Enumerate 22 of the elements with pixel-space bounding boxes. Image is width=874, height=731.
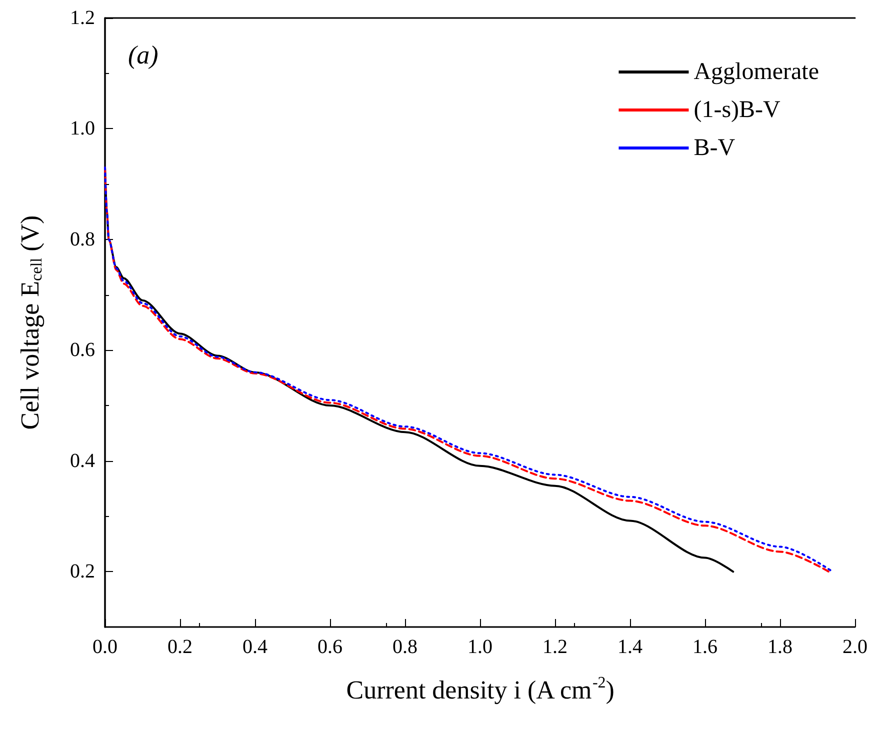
- y-tick-label: 1.0: [70, 118, 95, 140]
- legend-label: B-V: [694, 135, 736, 161]
- y-axis-title: Cell voltage Ecell (V): [16, 215, 46, 430]
- x-tick-label: 1.2: [542, 636, 568, 658]
- x-tick-label: 0.0: [92, 636, 118, 658]
- annotation: (a): [128, 40, 158, 70]
- y-tick-label: 1.2: [70, 7, 95, 29]
- x-tick-label: 1.4: [618, 636, 642, 658]
- y-tick-label: 0.4: [70, 450, 95, 472]
- x-tick-label: 0.6: [318, 636, 342, 658]
- x-tick-label: 1.8: [768, 636, 792, 658]
- x-tick-label: 1.6: [692, 636, 718, 658]
- y-tick-label: 0.6: [70, 339, 95, 362]
- x-tick-label: 0.8: [392, 636, 418, 658]
- x-tick-label: 2.0: [842, 636, 868, 658]
- y-tick-label: 0.2: [70, 560, 95, 583]
- x-tick-label: 0.4: [242, 636, 268, 658]
- legend-label: Agglomerate: [694, 59, 820, 85]
- x-tick-label: 0.2: [168, 636, 192, 658]
- legend-label: (1-s)B-V: [694, 97, 782, 123]
- x-tick-label: 1.0: [468, 636, 492, 658]
- y-tick-label: 0.8: [70, 228, 95, 250]
